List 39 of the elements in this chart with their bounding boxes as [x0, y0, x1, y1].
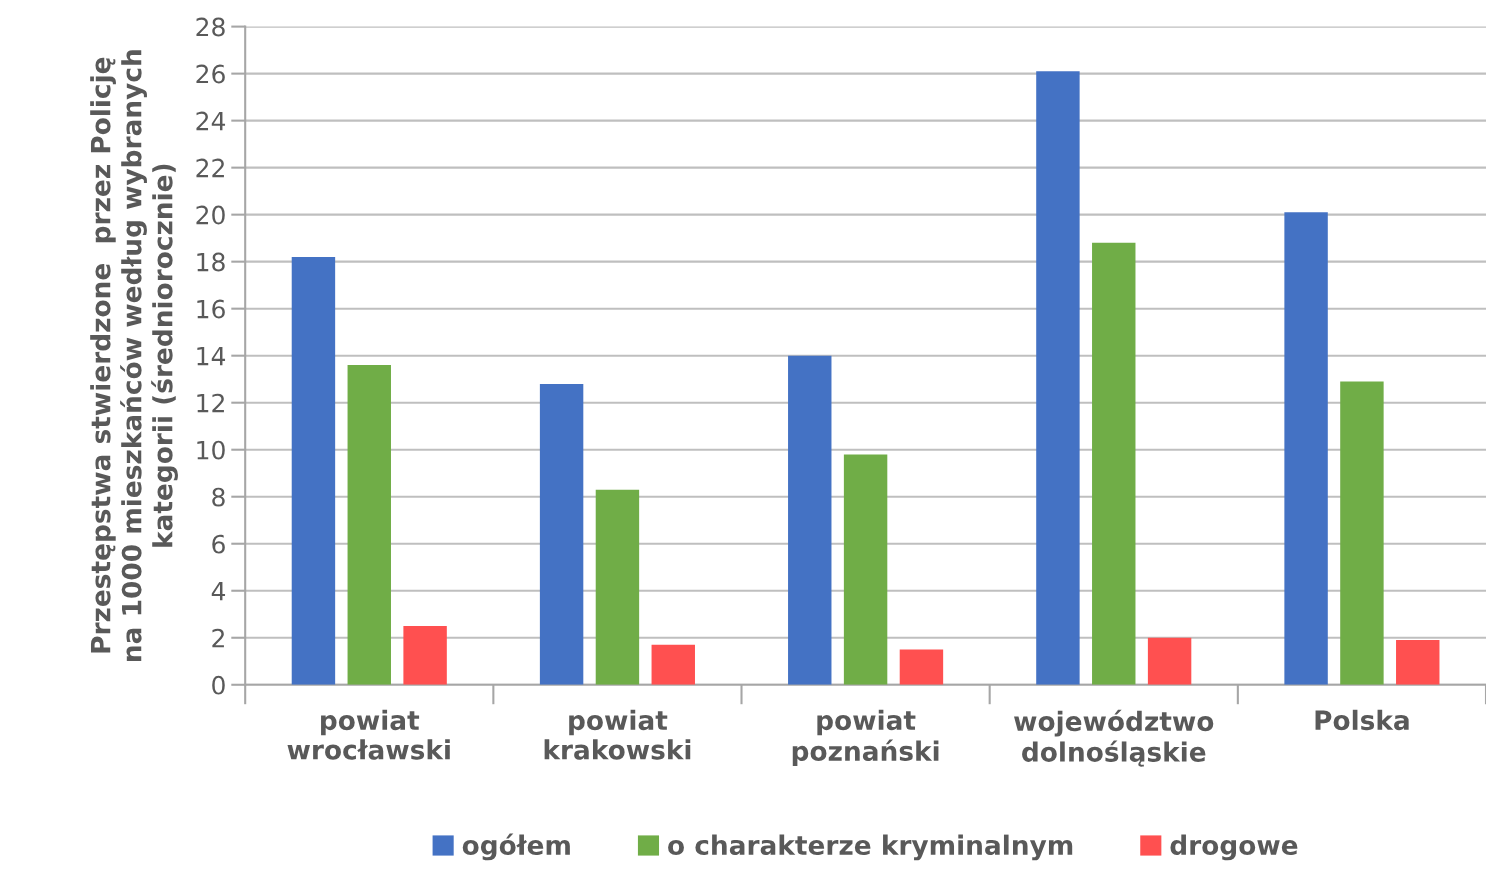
bar: [1092, 242, 1136, 685]
bar: [651, 644, 695, 685]
bar: [1340, 381, 1384, 685]
bar: [788, 355, 832, 685]
y-tick-label: 4: [211, 582, 226, 601]
bar: [843, 454, 888, 685]
y-tick-label: 10: [197, 440, 225, 460]
x-tick-label: Polska: [1315, 709, 1409, 731]
y-tick-label: 14: [197, 346, 226, 366]
y-axis-title: Przestępstwa stwierdzone przez Policję na 1000 mieszkańców według wybranych kategorii (średniorocznie): [90, 50, 178, 661]
legend-label: o charakterze kryminalnym: [668, 834, 1073, 861]
x-tick-label: powiat wrocławski: [287, 709, 450, 760]
y-tick-label: 26: [196, 64, 225, 84]
y-tick-label: 2: [212, 628, 224, 648]
bar: [1147, 637, 1192, 685]
y-tick-label: 12: [197, 393, 224, 413]
legend-label: drogowe: [1170, 834, 1298, 861]
bar: [291, 256, 336, 685]
legend-label: ogółem: [462, 833, 570, 861]
y-tick-label: 6: [212, 534, 225, 554]
y-tick-label: 8: [212, 487, 225, 507]
bar: [1036, 71, 1080, 685]
bar: [403, 626, 447, 685]
bar: [347, 365, 391, 685]
bar: [1284, 212, 1328, 685]
bar: [539, 383, 584, 685]
bar: [899, 649, 944, 685]
bar: [595, 489, 640, 685]
x-tick-label: powiat krakowski: [544, 709, 691, 760]
y-tick-label: 22: [196, 158, 224, 178]
y-tick-label: 0: [212, 675, 225, 695]
y-tick-label: 16: [197, 299, 225, 319]
x-tick-label: województwo dolnośląskie: [1014, 709, 1214, 767]
bar: [1396, 640, 1440, 685]
y-tick-label: 18: [197, 252, 225, 272]
y-tick-label: 28: [196, 17, 225, 37]
x-tick-label: powiat poznański: [792, 709, 939, 767]
y-tick-label: 24: [196, 111, 226, 131]
y-tick-label: 20: [196, 205, 225, 225]
